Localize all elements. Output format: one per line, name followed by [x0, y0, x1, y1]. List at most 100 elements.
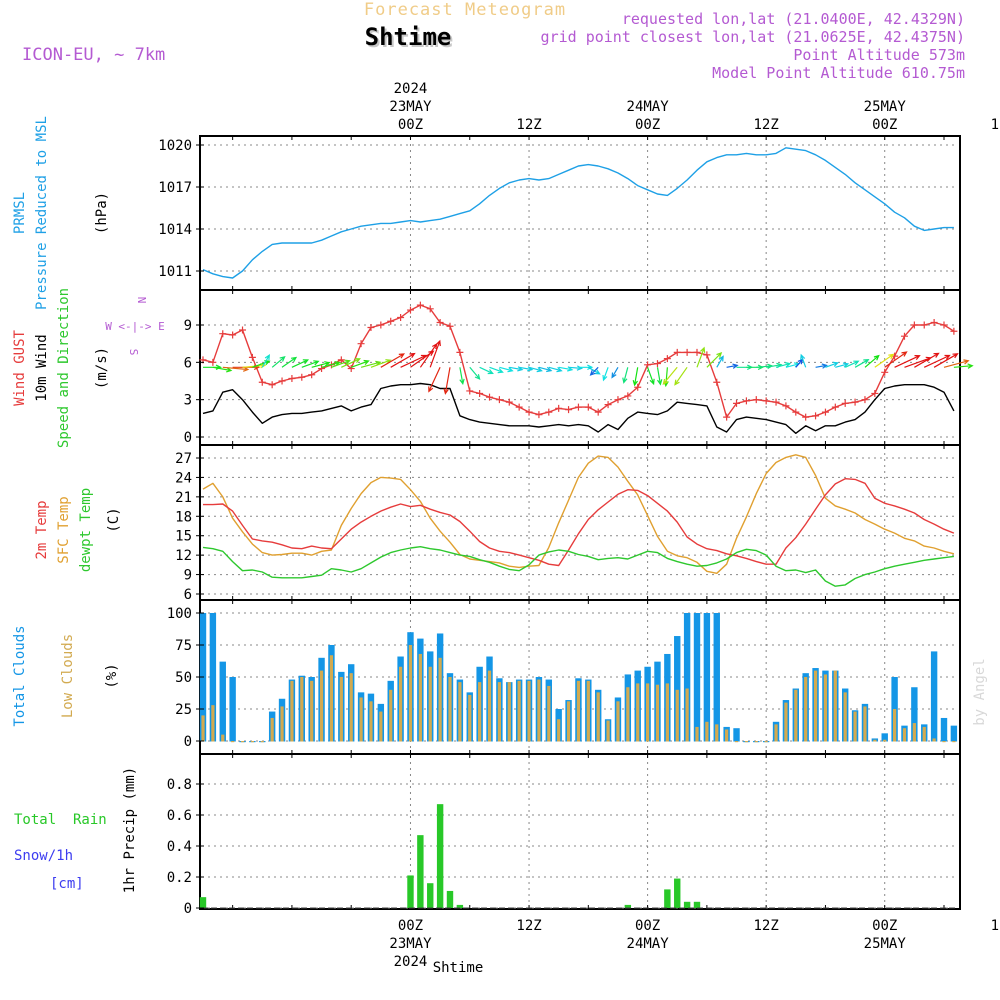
gust-marker [278, 377, 286, 385]
wind-direction-arrow [726, 363, 739, 369]
low-clouds-bar [547, 685, 551, 742]
low-clouds-bar [606, 720, 610, 742]
low-clouds-bar [270, 717, 274, 742]
gust-marker [505, 398, 513, 406]
wind-direction-arrow [479, 366, 494, 375]
wind-speed-dir-label: Speed and Direction [56, 288, 72, 448]
low-clouds-bar [537, 679, 541, 742]
wind-speed-line [202, 382, 955, 434]
low-clouds-bar [329, 655, 334, 742]
gust-marker [239, 326, 247, 334]
rain-bar [664, 889, 671, 908]
rain-bar [693, 901, 701, 908]
low-clouds-bar [290, 680, 294, 742]
wind-direction-arrow [943, 359, 970, 368]
low-clouds-bar [250, 741, 254, 743]
low-clouds-bar [221, 734, 225, 742]
gust-marker [416, 301, 424, 309]
gust-marker [950, 327, 958, 335]
low-clouds-bar [458, 682, 462, 742]
wind-direction-arrow [674, 366, 688, 386]
low-clouds-bar [507, 682, 511, 742]
temp-dewpt-label: dewpt Temp [78, 488, 94, 572]
total-clouds-bar [930, 651, 938, 742]
point-altitude: Point Altitude 573m [793, 46, 965, 64]
low-clouds-bar [774, 724, 778, 742]
low-clouds-bar [448, 677, 452, 742]
gust-marker [663, 355, 671, 363]
rain-bar [674, 878, 681, 908]
total-clouds-bar [940, 717, 948, 742]
wind-direction-arrow [815, 363, 828, 369]
gust-marker [268, 381, 276, 389]
low-clouds-bar [853, 711, 857, 742]
y-tick-label: 0.4 [167, 839, 192, 855]
gust-marker [752, 396, 760, 404]
time-label-bottom: 00Z [635, 918, 660, 934]
gust-marker [535, 411, 543, 419]
wind-direction-arrow [775, 362, 792, 368]
gust-marker [476, 389, 484, 397]
time-label-bottom: 2024 [394, 954, 428, 970]
wind-direction-arrow [350, 359, 370, 368]
wind-direction-arrow [884, 351, 908, 368]
time-label-top: 2024 [394, 81, 428, 97]
time-label-top: 00Z [398, 117, 423, 133]
low-clouds-bar [863, 706, 867, 742]
y-tick-label: 0.8 [167, 777, 192, 793]
low-clouds-bar [389, 689, 393, 742]
time-label-bottom: 00Z [398, 918, 423, 934]
gust-marker [742, 397, 750, 405]
y-tick-label: 6 [184, 587, 192, 603]
gust-marker [693, 348, 701, 356]
gust-marker [881, 368, 889, 376]
low-clouds-bar [616, 701, 620, 742]
time-label-top: 24MAY [627, 99, 670, 115]
pressure-unit: (hPa) [94, 192, 110, 234]
model-altitude: Model Point Altitude 610.75m [712, 64, 965, 82]
gust-marker [565, 406, 573, 414]
wind-labels: Wind GUST 10m Wind Speed and Direction (… [12, 288, 165, 448]
gust-marker [584, 403, 592, 411]
grid-point-coords: grid point closest lon,lat (21.0625E, 42… [541, 28, 965, 46]
gust-marker [515, 403, 523, 411]
wind-direction-arrow [489, 366, 504, 374]
wind-direction-arrow [923, 354, 951, 368]
gust-marker [683, 348, 691, 356]
low-clouds-bar [655, 684, 660, 742]
wind-direction-arrow [632, 367, 639, 387]
gust-marker [604, 401, 612, 409]
gust-marker [495, 396, 503, 404]
y-tick-label: 0 [184, 430, 192, 446]
y-tick-label: 24 [175, 470, 192, 486]
model-label: ICON-EU, ~ 7km [22, 45, 165, 65]
gust-marker [377, 321, 385, 329]
rain-bar [456, 904, 464, 908]
total-clouds-bar [693, 613, 701, 742]
wind-gust-label: Wind GUST [12, 330, 28, 406]
compass-legend: N W <-|-> E S [105, 297, 165, 356]
wind-direction-arrow [459, 367, 465, 386]
low-clouds-bar [310, 680, 314, 742]
low-clouds-bar [883, 739, 887, 742]
low-clouds-bar [902, 728, 907, 742]
low-clouds-bar [725, 729, 729, 742]
total-clouds-bar [703, 613, 711, 742]
total-clouds-bar [911, 687, 918, 742]
wind-direction-arrow [933, 353, 959, 368]
time-label-top: 25MAY [864, 99, 907, 115]
wind-direction-arrow [203, 364, 222, 371]
low-clouds-bar [912, 723, 916, 742]
clouds-unit: (%) [104, 663, 120, 688]
wind-direction-arrow [341, 358, 361, 368]
total-clouds-label: Total Clouds [12, 625, 28, 726]
gust-marker [288, 375, 296, 383]
wind-direction-arrow [528, 366, 543, 373]
wind-direction-arrow [825, 361, 839, 368]
grid-layer [202, 136, 958, 909]
time-label-bottom: 12Z [754, 918, 779, 934]
low-clouds-bar [201, 715, 205, 742]
gust-marker [446, 322, 454, 330]
rain-bar [446, 890, 454, 908]
low-clouds-bar [408, 645, 413, 742]
